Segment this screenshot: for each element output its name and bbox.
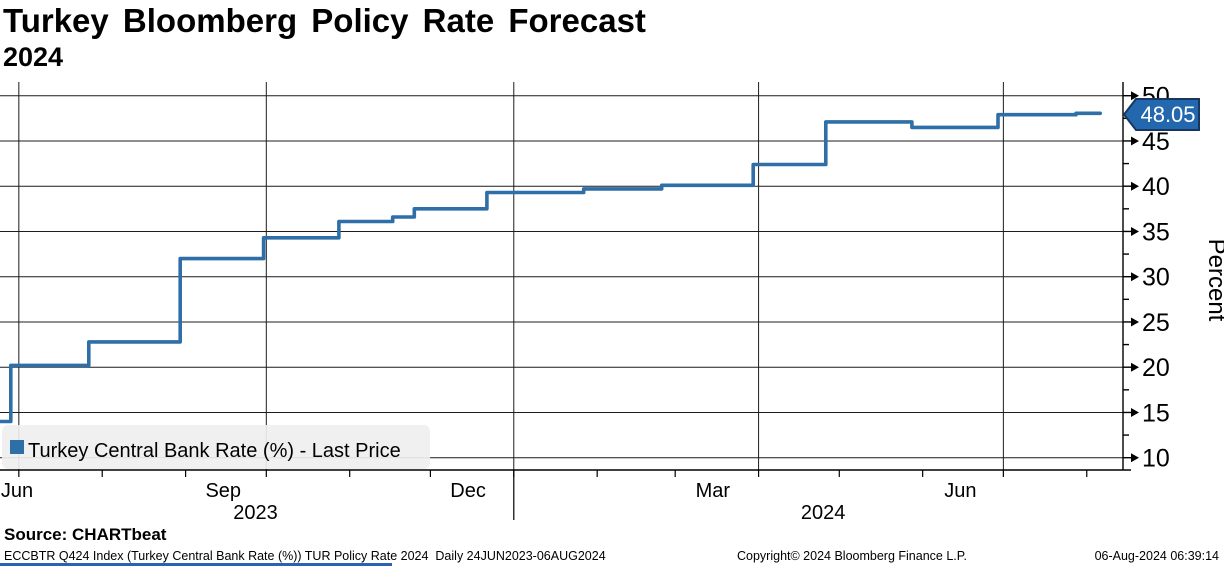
price-tag-shape (1122, 98, 1200, 131)
series-layer (0, 111, 1102, 424)
y-tick-arrow-icon (1131, 136, 1139, 146)
y-tick-label: 40 (1142, 173, 1170, 201)
y-axis-title: Percent (1203, 239, 1224, 322)
x-month-label: Mar (696, 480, 731, 502)
chart-title: Turkey Bloomberg Policy Rate Forecast (3, 2, 646, 39)
y-tick-label: 25 (1142, 309, 1170, 337)
y-tick-label: 30 (1142, 264, 1170, 292)
source-label: Source: CHARTbeat (4, 525, 167, 544)
policy-rate-line (0, 111, 1102, 424)
footer-timestamp: 06-Aug-2024 06:39:14 (1094, 549, 1219, 563)
y-tick-label: 20 (1142, 354, 1170, 382)
footer-copyright: Copyright© 2024 Bloomberg Finance L.P. (737, 549, 967, 563)
y-tick-arrow-icon (1131, 362, 1139, 372)
y-tick-arrow-icon (1131, 91, 1139, 101)
legend-box (2, 425, 430, 469)
y-tick-label: 45 (1142, 128, 1170, 156)
y-tick-arrow-icon (1131, 272, 1139, 282)
bottom-blue-bar (0, 563, 392, 566)
y-tick-arrow-icon (1131, 226, 1139, 236)
footer-index-description: ECCBTR Q424 Index (Turkey Central Bank R… (4, 549, 606, 563)
last-price-value: 48.05 (1140, 102, 1195, 127)
y-tick-label: 35 (1142, 218, 1170, 246)
x-month-label: Jun (1, 480, 33, 502)
grid-layer (0, 82, 1131, 471)
legend-swatch-icon (10, 440, 24, 454)
y-tick-arrow-icon (1131, 453, 1139, 463)
x-month-label: Sep (205, 480, 241, 502)
y-tick-arrow-icon (1131, 317, 1139, 327)
y-tick-arrow-icon (1131, 181, 1139, 191)
y-tick-arrow-icon (1131, 407, 1139, 417)
x-month-label: Dec (450, 480, 486, 502)
x-year-label: 2023 (233, 502, 278, 524)
last-price-tag: 48.05 (1122, 98, 1200, 131)
chart-subtitle: 2024 (3, 42, 64, 72)
x-year-label: 2024 (801, 502, 846, 524)
x-month-label: Jun (944, 480, 976, 502)
legend-label: Turkey Central Bank Rate (%) - Last Pric… (28, 440, 401, 462)
y-tick-label: 15 (1142, 399, 1170, 427)
footer: ECCBTR Q424 Index (Turkey Central Bank R… (0, 549, 1224, 563)
y-tick-label: 10 (1142, 445, 1170, 473)
legend: Turkey Central Bank Rate (%) - Last Pric… (2, 425, 430, 469)
